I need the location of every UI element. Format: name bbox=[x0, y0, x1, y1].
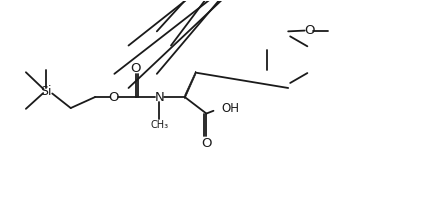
Text: OH: OH bbox=[221, 102, 239, 115]
Text: O: O bbox=[130, 62, 141, 75]
Text: Si: Si bbox=[41, 85, 52, 98]
Text: O: O bbox=[201, 137, 212, 149]
Text: O: O bbox=[304, 24, 315, 37]
Text: O: O bbox=[109, 90, 119, 104]
Text: CH₃: CH₃ bbox=[150, 120, 168, 130]
Text: N: N bbox=[154, 90, 164, 104]
Polygon shape bbox=[185, 71, 196, 99]
